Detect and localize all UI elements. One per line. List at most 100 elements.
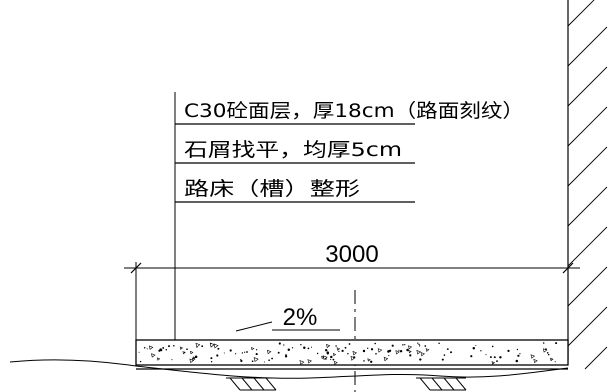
layer-label-2: 石屑找平，均厚5cm <box>184 139 402 161</box>
concrete-surface-layer <box>135 339 569 366</box>
layer-label-1: C30砼面层，厚18cm（路面刻纹） <box>184 100 524 122</box>
aggregate-dot <box>446 348 449 350</box>
concrete-aggregate-pattern <box>138 342 558 365</box>
aggregate-stone <box>377 348 383 353</box>
aggregate-dot <box>493 356 496 359</box>
aggregate-stone <box>530 354 536 359</box>
width-dimension: 3000 <box>124 241 580 340</box>
aggregate-dot <box>507 349 510 353</box>
aggregate-stone <box>307 359 312 364</box>
aggregate-dot <box>307 347 310 350</box>
aggregate-stone <box>151 353 156 358</box>
tick-right <box>562 262 574 274</box>
aggregate-dot <box>291 347 294 349</box>
aggregate-dot <box>210 357 213 360</box>
aggregate-dot <box>362 349 366 353</box>
aggregate-stone <box>253 357 259 363</box>
aggregate-stone <box>332 353 337 357</box>
aggregate-dot <box>374 342 376 345</box>
aggregate-dot <box>406 348 409 352</box>
aggregate-stone <box>367 358 371 362</box>
aggregate-dot <box>338 350 340 353</box>
aggregate-dot <box>330 355 333 359</box>
aggregate-dot <box>173 344 175 347</box>
aggregate-dot <box>388 355 390 357</box>
aggregate-dot <box>332 358 335 361</box>
slope-arrow-line <box>235 321 273 332</box>
aggregate-dot <box>186 348 188 351</box>
aggregate-dot <box>375 352 377 355</box>
aggregate-stone <box>425 348 430 352</box>
aggregate-dot <box>165 349 168 351</box>
aggregate-stone <box>192 356 196 360</box>
aggregate-dot <box>268 359 270 362</box>
aggregate-dot <box>255 349 258 351</box>
aggregate-dot <box>387 350 390 353</box>
aggregate-dot <box>251 360 254 362</box>
aggregate-dot <box>480 350 482 352</box>
aggregate-stone <box>542 348 548 353</box>
aggregate-dot <box>341 349 344 353</box>
aggregate-dot <box>335 345 337 347</box>
aggregate-dot <box>443 354 446 356</box>
aggregate-dot <box>515 359 519 363</box>
aggregate-dot <box>418 343 420 346</box>
aggregate-dot <box>171 359 173 361</box>
aggregate-dot <box>210 361 213 363</box>
aggregate-stone <box>267 349 272 355</box>
aggregate-stone <box>148 345 154 350</box>
aggregate-stone <box>533 358 538 364</box>
aggregate-dot <box>263 361 265 363</box>
aggregate-dot <box>353 356 356 359</box>
aggregate-dot <box>404 344 406 346</box>
aggregate-stone <box>189 358 195 364</box>
aggregate-dot <box>229 349 232 352</box>
aggregate-dot <box>139 360 142 363</box>
aggregate-dot <box>348 343 351 345</box>
aggregate-dot <box>491 345 494 348</box>
aggregate-stone <box>420 351 425 357</box>
aggregate-stone <box>251 347 255 351</box>
compacted-earth-symbol-left <box>226 377 277 391</box>
aggregate-dot <box>277 351 280 354</box>
wall-hatch <box>567 0 607 370</box>
layer-label-3: 路床（槽）整形 <box>184 178 360 200</box>
aggregate-dot <box>146 348 148 350</box>
retaining-wall <box>567 0 607 370</box>
aggregate-stone <box>383 356 389 362</box>
aggregate-stone <box>156 357 161 361</box>
aggregate-dot <box>235 353 237 355</box>
aggregate-dot <box>159 348 162 351</box>
aggregate-dot <box>240 359 243 363</box>
aggregate-dot <box>255 353 258 356</box>
aggregate-dot <box>271 357 274 360</box>
aggregate-dot <box>546 351 549 354</box>
aggregate-stone <box>408 345 413 350</box>
tick-left <box>130 262 142 274</box>
aggregate-stone <box>209 342 215 348</box>
aggregate-dot <box>496 360 498 362</box>
aggregate-dot <box>216 354 219 357</box>
aggregate-dot <box>472 347 476 350</box>
compacted-earth-symbol-right <box>416 377 467 391</box>
ground-line <box>9 359 137 367</box>
aggregate-dot <box>399 350 403 353</box>
aggregate-dot <box>244 351 246 353</box>
aggregate-dot <box>438 342 440 345</box>
aggregate-dot <box>246 351 248 353</box>
aggregate-dot <box>485 354 487 356</box>
aggregate-dot <box>489 356 492 359</box>
aggregate-dot <box>554 361 556 363</box>
aggregate-stone <box>326 343 331 349</box>
aggregate-dot <box>398 349 400 351</box>
aggregate-dot <box>223 352 225 354</box>
aggregate-dot <box>283 344 285 346</box>
aggregate-dot <box>310 346 313 348</box>
aggregate-dot <box>330 358 332 360</box>
aggregate-dot <box>138 351 140 353</box>
aggregate-dot <box>419 358 422 361</box>
aggregate-dot <box>217 347 220 350</box>
aggregate-stone <box>321 355 325 360</box>
aggregate-dot <box>241 352 244 354</box>
aggregate-stone <box>395 350 400 355</box>
